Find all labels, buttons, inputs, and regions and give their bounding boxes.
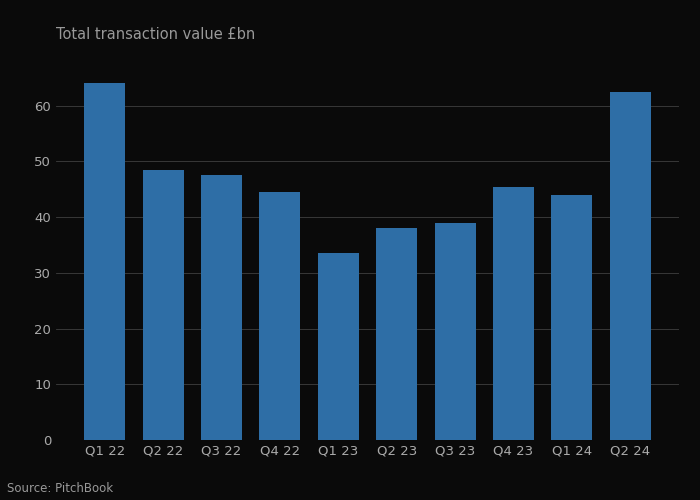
Bar xyxy=(84,84,125,440)
Bar xyxy=(493,186,534,440)
Bar xyxy=(377,228,417,440)
Bar xyxy=(318,254,358,440)
Bar xyxy=(610,92,651,440)
Bar xyxy=(552,195,592,440)
Bar xyxy=(435,222,475,440)
Bar xyxy=(260,192,300,440)
Bar xyxy=(143,170,183,440)
Text: Source: PitchBook: Source: PitchBook xyxy=(7,482,113,495)
Text: Total transaction value £bn: Total transaction value £bn xyxy=(56,27,255,42)
Bar xyxy=(201,176,242,440)
